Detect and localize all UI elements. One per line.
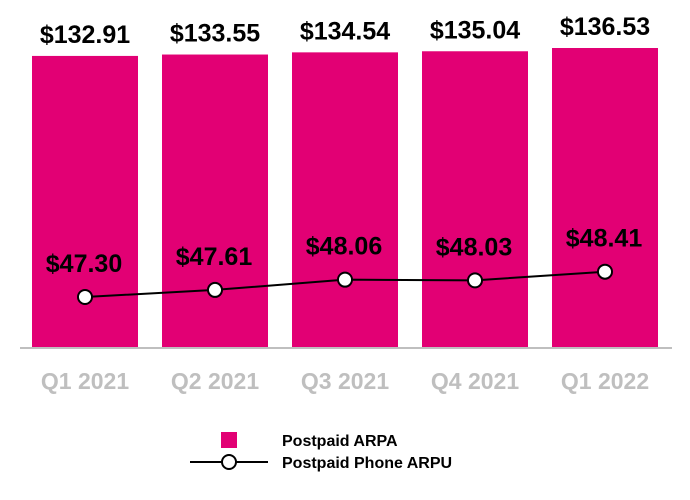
legend-label-arpa: Postpaid ARPA (282, 433, 398, 450)
bar-2 (162, 54, 268, 347)
arpu-value-label-4: $48.03 (436, 233, 512, 261)
bar-3 (292, 52, 398, 347)
bar-value-label-4: $135.04 (430, 16, 520, 44)
line-value-labels: $47.30 $47.61 $48.06 $48.03 $48.41 (46, 225, 643, 278)
x-tick-label-5: Q1 2022 (561, 368, 649, 394)
bar-value-label-5: $136.53 (560, 13, 650, 41)
bar-value-label-3: $134.54 (300, 17, 390, 45)
x-tick-labels: Q1 2021 Q2 2021 Q3 2021 Q4 2021 Q1 2022 (41, 368, 649, 394)
x-tick-label-2: Q2 2021 (171, 368, 259, 394)
arpu-point-3 (337, 271, 353, 288)
legend: Postpaid ARPA Postpaid Phone ARPU (190, 432, 452, 472)
arpu-point-4 (467, 272, 483, 289)
bar-5 (552, 48, 658, 347)
x-tick-label-1: Q1 2021 (41, 368, 129, 394)
arpu-point-5 (597, 263, 613, 280)
arpu-value-label-2: $47.61 (176, 243, 253, 271)
arpu-value-label-5: $48.41 (566, 225, 643, 253)
x-tick-label-4: Q4 2021 (431, 368, 519, 394)
legend-marker-arpu (221, 454, 237, 470)
legend-swatch-arpa (221, 432, 237, 448)
bar-value-label-2: $133.55 (170, 20, 260, 48)
bar-series (32, 48, 658, 347)
bar-value-label-1: $132.91 (40, 21, 130, 49)
x-tick-label-3: Q3 2021 (301, 368, 389, 394)
arpu-point-2 (207, 281, 223, 298)
arpu-value-label-1: $47.30 (46, 250, 122, 278)
arpu-value-label-3: $48.06 (306, 233, 382, 261)
line-series (77, 263, 613, 305)
arpu-point-1 (77, 289, 93, 305)
bar-4 (422, 51, 528, 347)
legend-label-arpu: Postpaid Phone ARPU (282, 455, 452, 472)
bar-value-labels: $132.91 $133.55 $134.54 $135.04 $136.53 (40, 13, 650, 49)
